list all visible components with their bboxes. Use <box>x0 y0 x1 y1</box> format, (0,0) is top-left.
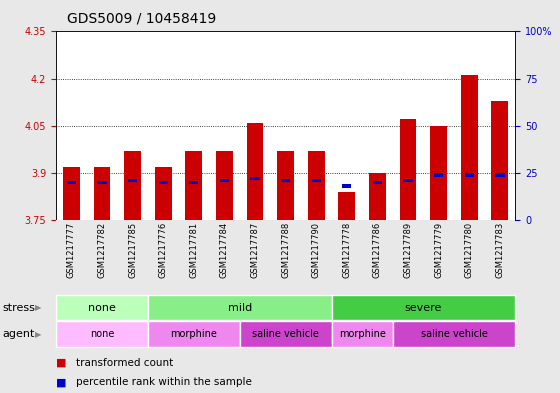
Bar <box>124 151 141 220</box>
Bar <box>495 173 505 176</box>
Text: GSM1217789: GSM1217789 <box>404 222 413 278</box>
Text: ▶: ▶ <box>35 330 42 339</box>
Text: ■: ■ <box>56 358 67 368</box>
Text: transformed count: transformed count <box>76 358 173 368</box>
Bar <box>155 167 171 220</box>
Text: stress: stress <box>3 303 36 312</box>
Bar <box>277 151 294 220</box>
Text: morphine: morphine <box>170 329 217 339</box>
Bar <box>185 151 202 220</box>
Text: mild: mild <box>227 303 252 312</box>
Text: GSM1217785: GSM1217785 <box>128 222 137 278</box>
Text: GSM1217777: GSM1217777 <box>67 222 76 278</box>
Text: none: none <box>90 329 114 339</box>
Bar <box>246 123 263 220</box>
Bar <box>97 181 106 184</box>
Text: GSM1217778: GSM1217778 <box>342 222 351 278</box>
Bar <box>338 192 355 220</box>
Text: GSM1217781: GSM1217781 <box>189 222 198 278</box>
Bar <box>67 181 76 184</box>
Bar <box>94 167 110 220</box>
Text: GSM1217784: GSM1217784 <box>220 222 229 278</box>
Bar <box>189 181 198 184</box>
Bar <box>369 173 386 220</box>
Text: GSM1217786: GSM1217786 <box>373 222 382 278</box>
Text: agent: agent <box>3 329 35 339</box>
Bar <box>250 177 260 180</box>
Text: saline vehicle: saline vehicle <box>421 329 487 339</box>
Bar <box>216 151 233 220</box>
Bar <box>311 179 321 182</box>
Bar <box>465 173 474 176</box>
Text: GSM1217780: GSM1217780 <box>465 222 474 278</box>
Bar <box>434 173 444 176</box>
Text: saline vehicle: saline vehicle <box>252 329 319 339</box>
Bar <box>128 179 137 182</box>
Text: severe: severe <box>405 303 442 312</box>
Text: GSM1217788: GSM1217788 <box>281 222 290 278</box>
Text: GSM1217783: GSM1217783 <box>496 222 505 278</box>
Text: GSM1217787: GSM1217787 <box>250 222 259 278</box>
Text: percentile rank within the sample: percentile rank within the sample <box>76 377 251 387</box>
Bar <box>308 151 325 220</box>
Text: GSM1217782: GSM1217782 <box>97 222 106 278</box>
Text: none: none <box>88 303 116 312</box>
Bar <box>403 179 413 182</box>
Bar <box>63 167 80 220</box>
Bar <box>220 179 229 182</box>
Bar <box>342 184 352 188</box>
Text: GDS5009 / 10458419: GDS5009 / 10458419 <box>67 12 217 26</box>
Text: ■: ■ <box>56 377 67 387</box>
Text: GSM1217790: GSM1217790 <box>312 222 321 278</box>
Bar <box>430 126 447 220</box>
Text: GSM1217776: GSM1217776 <box>158 222 167 278</box>
Text: morphine: morphine <box>339 329 386 339</box>
Text: GSM1217779: GSM1217779 <box>434 222 443 278</box>
Bar <box>373 181 382 184</box>
Bar <box>461 75 478 220</box>
Bar <box>281 179 290 182</box>
Bar <box>492 101 508 220</box>
Text: ▶: ▶ <box>35 303 42 312</box>
Bar <box>158 181 168 184</box>
Bar <box>400 119 417 220</box>
